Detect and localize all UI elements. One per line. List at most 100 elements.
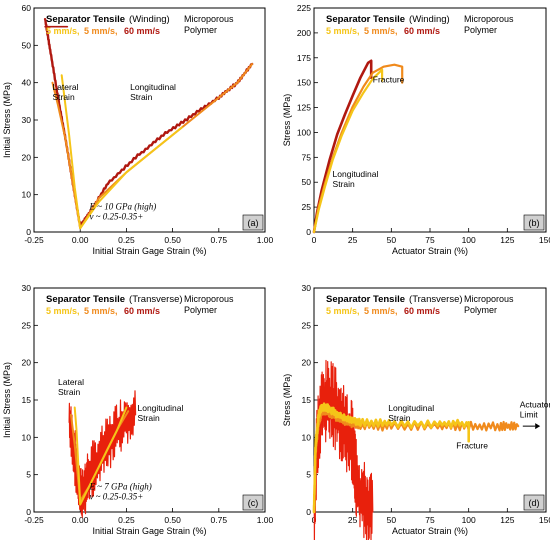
material-label: Microporous: [464, 14, 514, 24]
y-tick-label: 175: [297, 53, 311, 63]
y-axis-label: Stress (MPa): [282, 94, 292, 147]
x-tick-label: 0.25: [118, 235, 135, 245]
chart-title-main: Separator Tensile: [326, 14, 405, 25]
chart-panel-b: 0 25 50 75 100 125 150 0 25 50 75 100 125 150 175 200 22…: [282, 3, 550, 256]
speed-label-fast: 60 mm/s: [124, 306, 160, 316]
y-tick-label: 30: [22, 283, 32, 293]
y-tick-label: 10: [22, 432, 32, 442]
panel-label: (d): [529, 498, 540, 508]
annotation-text: Fracture: [456, 441, 488, 451]
plot-frame: [33, 7, 266, 233]
chart-title-suffix: (Transverse): [409, 294, 463, 305]
y-tick-label: 5: [26, 470, 31, 480]
annotation-text: Lateral: [58, 377, 84, 387]
x-tick-label: 0.25: [118, 515, 135, 525]
annotation-text: Strain: [333, 179, 355, 189]
series-line-slow: [60, 74, 183, 230]
x-tick-label: 0.50: [164, 515, 181, 525]
y-tick-label: 30: [302, 283, 312, 293]
annotation-text: Lateral: [52, 82, 78, 92]
annotation-text: Longitudinal: [388, 403, 434, 413]
y-tick-label: 50: [22, 40, 32, 50]
speed-label-fast: 60 mm/s: [404, 26, 440, 36]
annotation-text: Strain: [388, 413, 410, 423]
x-tick-label: 75: [425, 235, 435, 245]
y-tick-label: 30: [22, 115, 32, 125]
x-tick-label: 25: [348, 515, 358, 525]
speed-label-slow: 5 mm/s,: [46, 306, 80, 316]
y-tick-label: 200: [297, 28, 311, 38]
y-tick-label: 225: [297, 3, 311, 13]
series-line-fast_d: [313, 359, 374, 540]
x-tick-label: 0.75: [211, 235, 228, 245]
panel-label: (a): [248, 218, 259, 228]
y-tick-label: 20: [22, 358, 32, 368]
chart-panel-d: 0255075100125150051015202530Actuator Str…: [282, 283, 550, 540]
y-axis-label: Initial Stress (MPa): [2, 82, 12, 158]
x-tick-label: 75: [425, 515, 435, 525]
panel-label-box: [242, 214, 264, 231]
x-tick-label: 100: [462, 235, 476, 245]
material-label: Microporous: [184, 14, 234, 24]
speed-label-mid: 5 mm/s,: [84, 306, 118, 316]
y-tick-label: 0: [306, 227, 311, 237]
annotation-text: Limit: [520, 409, 539, 419]
x-tick-label: 0.00: [72, 235, 89, 245]
x-tick-label: 50: [387, 515, 397, 525]
x-tick-label: 125: [500, 235, 514, 245]
annotation-text: Strain: [130, 92, 152, 102]
speed-label-slow: 5 mm/s,: [326, 26, 360, 36]
y-tick-label: 20: [22, 152, 32, 162]
speed-label-slow: 5 mm/s,: [46, 26, 80, 36]
panel-label: (c): [248, 498, 259, 508]
y-tick-label: 150: [297, 78, 311, 88]
chart-title: Separator Tensile (Winding): [46, 14, 170, 25]
panel-label: (b): [529, 218, 540, 228]
x-tick-label: -0.25: [24, 235, 44, 245]
x-tick-label: 0: [312, 235, 317, 245]
x-tick-label: 150: [539, 515, 550, 525]
material-label: Microporous: [184, 294, 234, 304]
x-tick-label: 0.00: [72, 515, 89, 525]
y-tick-label: 75: [302, 152, 312, 162]
panel-label-box: [523, 214, 545, 231]
chart-title-main: Separator Tensile: [326, 294, 405, 305]
chart-title-suffix: (Transverse): [129, 294, 183, 305]
speed-label-mid: 5 mm/s,: [84, 26, 118, 36]
annotation-text: Longitudinal: [137, 403, 183, 413]
annotation-text: Strain: [58, 387, 80, 397]
y-tick-label: 0: [306, 507, 311, 517]
x-tick-label: 1.00: [257, 235, 274, 245]
y-tick-label: 5: [306, 470, 311, 480]
y-tick-label: 125: [297, 103, 311, 113]
annotation-text: Longitudinal: [333, 169, 379, 179]
material-label: Polymer: [464, 305, 497, 315]
annotation-text: Fracture: [373, 75, 405, 85]
x-tick-label: 50: [387, 235, 397, 245]
material-label: Polymer: [184, 305, 217, 315]
x-axis-label: Initial Strain Gage Strain (%): [92, 526, 206, 536]
y-tick-label: 25: [302, 202, 312, 212]
speed-label-fast: 60 mm/s: [404, 306, 440, 316]
y-tick-label: 60: [22, 3, 32, 13]
chart-panel-c: -0.25 0.00 0.25 0.50 0.75 1.00 0 5 10 15 20 25 30 Ini…: [2, 283, 274, 536]
y-tick-label: 15: [302, 395, 312, 405]
y-tick-label: 100: [297, 127, 311, 137]
formula-text: E ~ 7 GPa (high): [88, 482, 151, 492]
y-tick-label: 10: [302, 432, 312, 442]
series-line-mid: [312, 63, 404, 234]
x-axis-label: Actuator Strain (%): [392, 526, 468, 536]
x-tick-label: 0.75: [211, 515, 228, 525]
plot-frame: [313, 287, 547, 513]
annotation-text: Strain: [52, 92, 74, 102]
chart-title: Separator Tensile (Winding): [326, 14, 450, 25]
annotation-text: Actuator: [520, 399, 550, 409]
y-axis-label: Stress (MPa): [282, 374, 292, 427]
speed-label-slow: 5 mm/s,: [326, 306, 360, 316]
y-tick-label: 0: [26, 227, 31, 237]
x-tick-label: 1.00: [257, 515, 274, 525]
y-tick-label: 40: [22, 78, 32, 88]
formula-text: ν ~ 0.25-0.35+: [89, 212, 143, 222]
y-tick-label: 25: [22, 320, 32, 330]
annotation-text: Longitudinal: [130, 82, 176, 92]
